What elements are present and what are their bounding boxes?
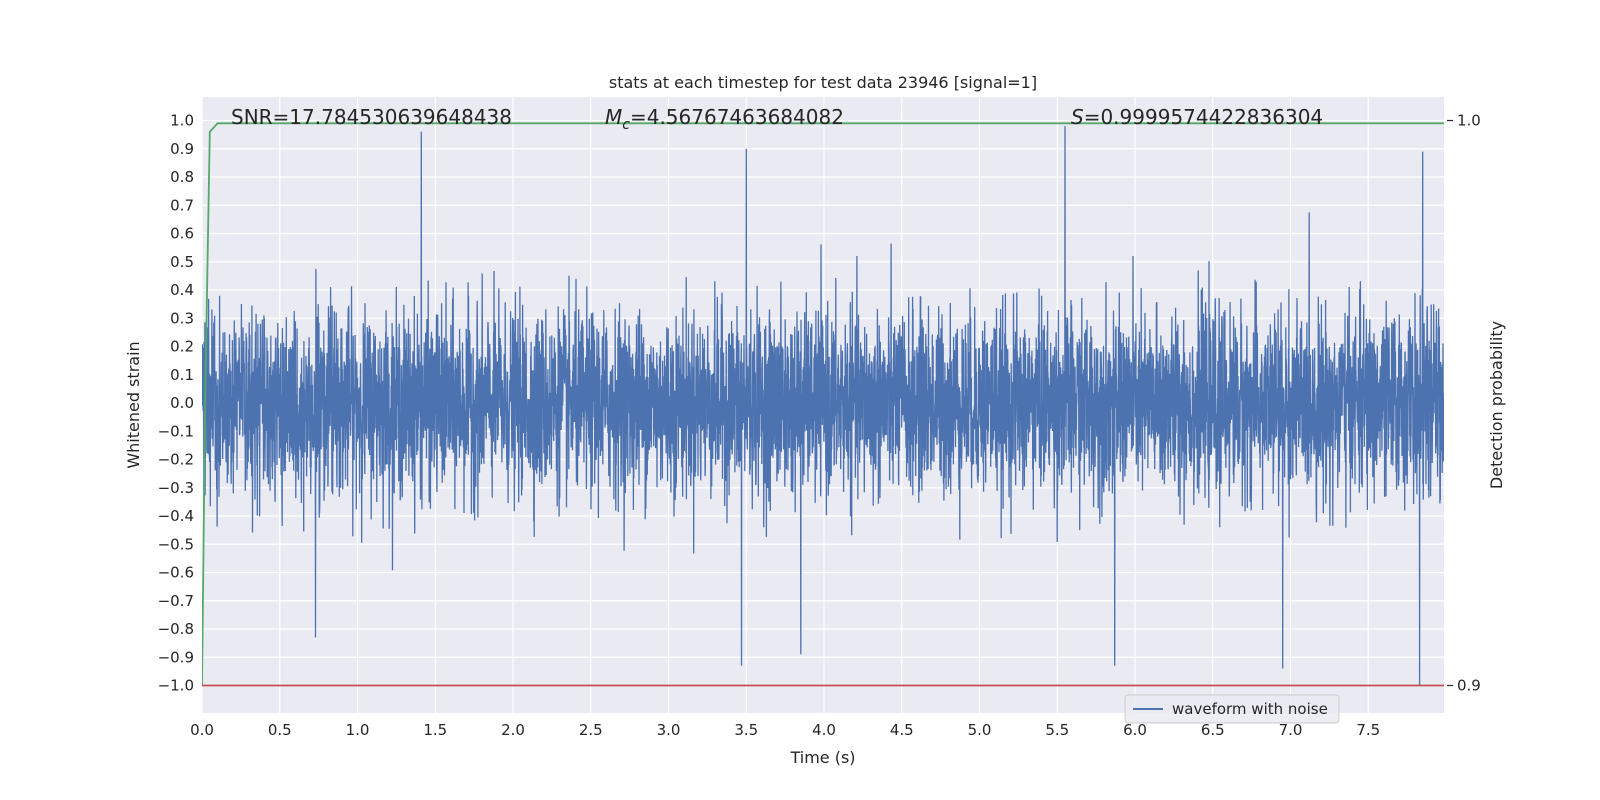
- series-layer: [202, 122, 1444, 687]
- y-tick-label: −0.8: [158, 620, 194, 638]
- detection-stat-symbol: S: [1071, 105, 1084, 129]
- y-tick-label: −0.1: [158, 422, 194, 440]
- y-tick-label: −1.0: [158, 677, 194, 695]
- y-right-axis-label: Detection probability: [1487, 321, 1506, 489]
- y-tick-label: 0.5: [170, 253, 194, 271]
- y-tick-label: 1.0: [170, 112, 194, 130]
- waveform-series-line: [202, 126, 1444, 686]
- y-right-tick-label: 1.0: [1457, 112, 1481, 130]
- x-tick-label: 3.0: [657, 721, 681, 739]
- y-tick-label: 0.9: [170, 140, 194, 158]
- y-tick-label: −0.3: [158, 479, 194, 497]
- x-tick-label: 4.5: [890, 721, 914, 739]
- x-tick-label: 1.0: [346, 721, 370, 739]
- x-tick-label: 0.0: [190, 721, 214, 739]
- y-tick-label: −0.6: [158, 564, 194, 582]
- x-tick-label: 4.0: [812, 721, 836, 739]
- x-tick-label: 5.0: [968, 721, 992, 739]
- y-tick-label: −0.2: [158, 451, 194, 469]
- legend-box: [1124, 694, 1340, 724]
- y-tick-label: 0.1: [170, 366, 194, 384]
- detection-stat-value: =0.9999574422836304: [1084, 105, 1323, 129]
- x-tick-label: 2.5: [579, 721, 603, 739]
- legend: waveform with noise: [1124, 694, 1340, 724]
- detection-probability-line: [202, 122, 1444, 686]
- y-tick-label: −0.4: [158, 507, 194, 525]
- detection-stat-annotation: S=0.9999574422836304: [1071, 105, 1323, 129]
- chirp-mass-value: =4.56767463684082: [630, 105, 844, 129]
- y-tick-label: 0.0: [170, 394, 194, 412]
- x-tick-label: 3.5: [734, 721, 758, 739]
- y-tick-label: −0.9: [158, 648, 194, 666]
- y-tick-label: 0.4: [170, 281, 194, 299]
- y-tick-label: 0.3: [170, 309, 194, 327]
- x-tick-label: 5.5: [1045, 721, 1069, 739]
- y-tick-label: 0.2: [170, 338, 194, 356]
- x-axis-label: Time (s): [789, 748, 855, 767]
- y-axis-label: Whitened strain: [124, 341, 143, 468]
- legend-label-waveform: waveform with noise: [1172, 700, 1328, 718]
- y-tick-label: −0.5: [158, 535, 194, 553]
- chart-title: stats at each timestep for test data 239…: [609, 73, 1037, 92]
- snr-annotation: SNR=17.784530639648438: [231, 105, 512, 129]
- x-tick-label: 6.5: [1201, 721, 1225, 739]
- x-tick-label: 7.0: [1279, 721, 1303, 739]
- chirp-mass-subscript: c: [622, 117, 630, 133]
- x-tick-label: 6.0: [1123, 721, 1147, 739]
- x-tick-label: 0.5: [268, 721, 292, 739]
- x-tick-label: 2.0: [501, 721, 525, 739]
- y-tick-label: 0.7: [170, 196, 194, 214]
- chirp-mass-symbol: M: [605, 105, 622, 129]
- y-tick-label: 0.6: [170, 225, 194, 243]
- chirp-mass-annotation: Mc=4.56767463684082: [605, 105, 844, 133]
- x-tick-label: 1.5: [423, 721, 447, 739]
- y-right-tick-label: 0.9: [1457, 677, 1481, 695]
- y-tick-label: −0.7: [158, 592, 194, 610]
- tick-layer: 0.0 0.5 1.0 1.5 2.0 2.5 3.0 3.5 4.0 4.5 5.0 5.5 6.0 6…: [158, 112, 1481, 740]
- x-tick-label: 7.5: [1356, 721, 1380, 739]
- y-tick-label: 0.8: [170, 168, 194, 186]
